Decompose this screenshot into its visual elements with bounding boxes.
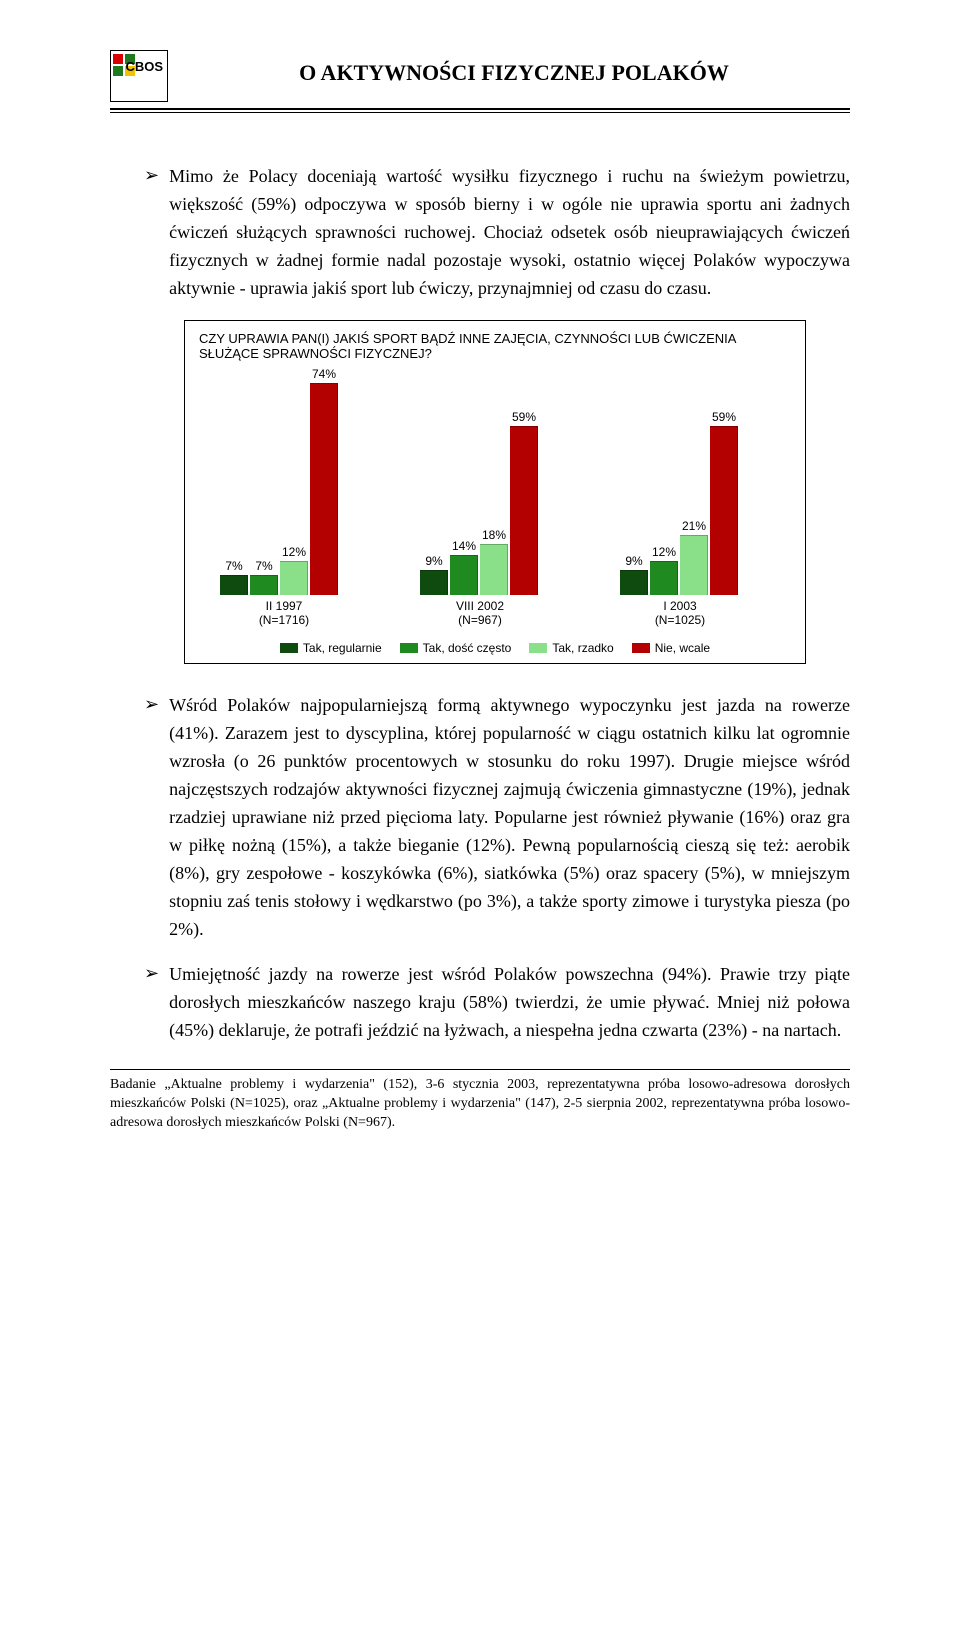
bullet-paragraph: ➢ Mimo że Polacy doceniają wartość wysił… [144,163,850,302]
chart-bar-rect [250,575,278,595]
footer-rule [110,1069,850,1070]
bullet-icon: ➢ [144,163,159,302]
bullet-paragraph: ➢ Umiejętność jazdy na rowerze jest wśró… [144,961,850,1045]
chart-bar: 7% [220,559,248,595]
legend-item: Nie, wcale [632,641,710,655]
chart-bar-label: 74% [312,367,336,381]
legend-swatch [280,643,298,653]
chart-plot-area: 7% 7% 12% 74% 9% 14% 18% 59% 9% 12% 21% 59% [199,365,791,595]
chart-bar-rect [620,570,648,596]
logo-cell [113,54,123,64]
chart-bar-rect [480,544,508,596]
legend-label: Tak, dość często [423,641,512,655]
paragraph-text: Mimo że Polacy doceniają wartość wysiłku… [169,163,850,302]
chart-bar: 74% [310,367,338,596]
legend-label: Nie, wcale [655,641,710,655]
chart-bar-label: 9% [425,554,442,568]
logo-text: CBOS [125,59,163,74]
chart-bar: 59% [710,410,738,596]
chart-bar-label: 7% [225,559,242,573]
chart-bar: 14% [450,539,478,595]
page-header: CBOS O AKTYWNOŚCI FIZYCZNEJ POLAKÓW [110,50,850,102]
chart-bar-label: 7% [255,559,272,573]
legend-item: Tak, dość często [400,641,512,655]
chart-bar-group: 7% 7% 12% 74% [219,367,339,596]
chart-bar: 18% [480,528,508,596]
chart-bar-label: 14% [452,539,476,553]
legend-swatch [400,643,418,653]
chart-bar: 9% [620,554,648,596]
paragraph-text: Umiejętność jazdy na rowerze jest wśród … [169,961,850,1045]
logo-cell [113,66,123,76]
cbos-logo: CBOS [110,50,168,102]
legend-label: Tak, rzadko [552,641,613,655]
legend-swatch [632,643,650,653]
chart-title: CZY UPRAWIA PAN(I) JAKIŚ SPORT BĄDŹ INNE… [199,331,791,361]
chart-bar-rect [510,426,538,596]
chart-bar-label: 21% [682,519,706,533]
legend-item: Tak, regularnie [280,641,382,655]
legend-swatch [529,643,547,653]
chart-bar-label: 18% [482,528,506,542]
chart-bar: 59% [510,410,538,596]
chart-legend: Tak, regularnie Tak, dość często Tak, rzad… [199,641,791,655]
bullet-icon: ➢ [144,692,159,943]
bullet-icon: ➢ [144,961,159,1045]
chart-bar-label: 12% [282,545,306,559]
chart-bar-group: 9% 14% 18% 59% [419,410,539,596]
chart-bar: 12% [280,545,308,596]
chart-bar-label: 12% [652,545,676,559]
chart-bar-rect [680,535,708,595]
chart-bar-label: 59% [712,410,736,424]
footer-text: Badanie „Aktualne problemy i wydarzenia"… [110,1076,850,1133]
chart-bar-rect [650,561,678,596]
chart-x-label: VIII 2002(N=967) [415,599,545,627]
chart-bar-label: 59% [512,410,536,424]
page-title: O AKTYWNOŚCI FIZYCZNEJ POLAKÓW [178,50,850,86]
chart-x-labels: II 1997(N=1716) VIII 2002(N=967) I 2003(N=… [199,599,791,631]
paragraph-text: Wśród Polaków najpopularniejszą formą ak… [169,692,850,943]
chart-bar-rect [450,555,478,595]
chart-bar-rect [710,426,738,596]
legend-item: Tak, rzadko [529,641,613,655]
chart-x-label: I 2003(N=1025) [615,599,745,627]
chart-bar-group: 9% 12% 21% 59% [619,410,739,596]
header-rule-thin [110,112,850,113]
header-rule-thick [110,108,850,110]
chart-bar-rect [420,570,448,596]
chart-x-label: II 1997(N=1716) [219,599,349,627]
chart-bar-rect [220,575,248,595]
legend-label: Tak, regularnie [303,641,382,655]
bullet-paragraph: ➢ Wśród Polaków najpopularniejszą formą … [144,692,850,943]
chart-bar-rect [280,561,308,596]
chart-bar: 21% [680,519,708,595]
chart-bar-rect [310,383,338,596]
chart-bar-label: 9% [625,554,642,568]
chart-bar: 7% [250,559,278,595]
chart-container: CZY UPRAWIA PAN(I) JAKIŚ SPORT BĄDŹ INNE… [184,320,806,664]
chart-bar: 12% [650,545,678,596]
chart-bar: 9% [420,554,448,596]
